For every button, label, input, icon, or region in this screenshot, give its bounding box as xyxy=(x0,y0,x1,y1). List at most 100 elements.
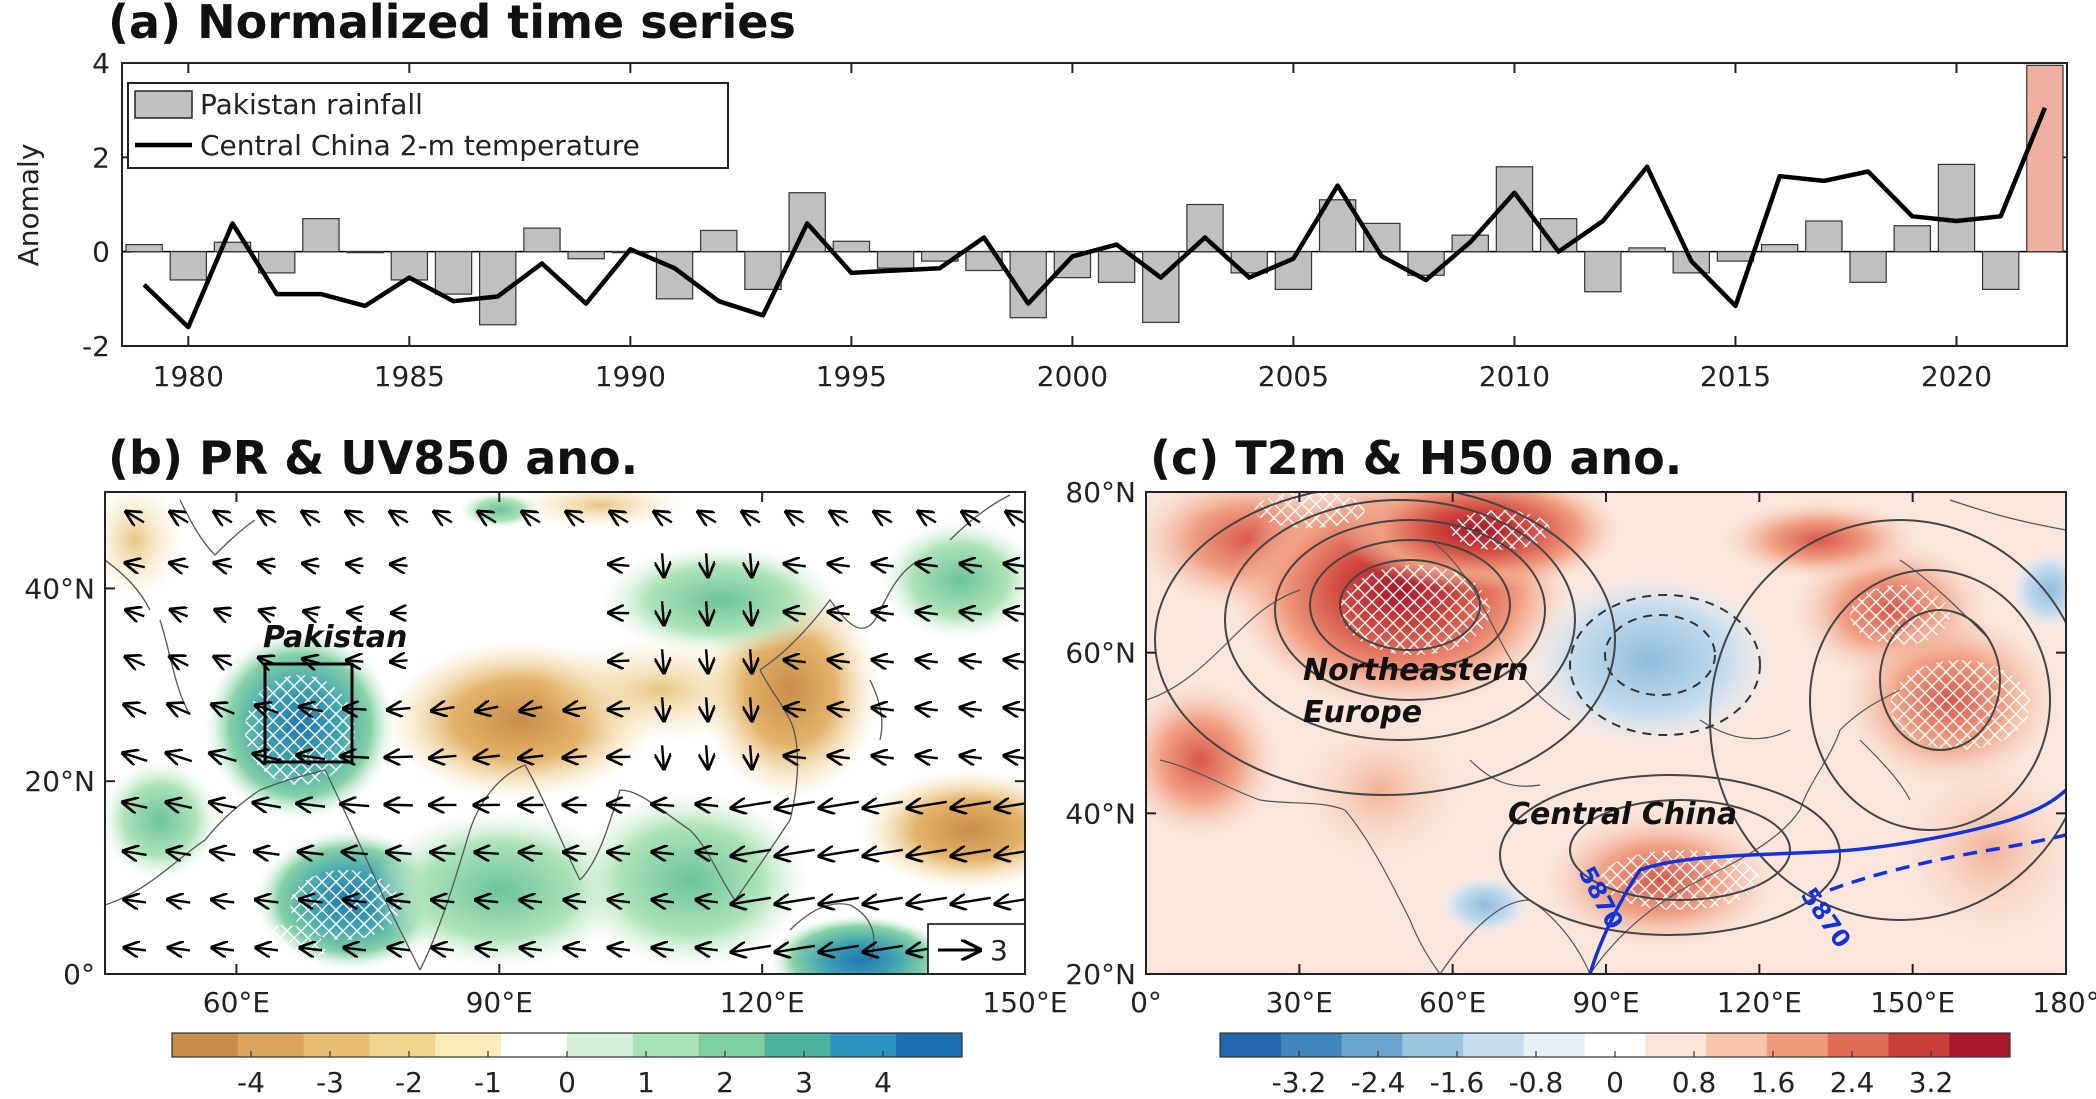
wind-vector xyxy=(960,756,982,759)
significance-hatching xyxy=(1450,510,1550,550)
wind-vector xyxy=(951,802,991,808)
wind-vector xyxy=(609,661,630,662)
wind-vector xyxy=(863,850,903,856)
warm-anomaly-area xyxy=(1890,750,2066,950)
x-tick-label: 1985 xyxy=(374,360,445,393)
wind-vector xyxy=(125,563,146,567)
wind-vector xyxy=(874,512,893,523)
wind-vector xyxy=(784,756,806,758)
wind-vector xyxy=(706,601,708,624)
wind-vector xyxy=(652,852,675,854)
wind-vector xyxy=(960,660,982,663)
wind-vector xyxy=(170,656,189,665)
colorbar-segment xyxy=(632,1033,700,1057)
wind-vector xyxy=(388,900,411,903)
wind-vector xyxy=(784,660,806,662)
wind-vector xyxy=(608,804,631,805)
significance-hatching xyxy=(245,925,325,974)
y-tick-label: 40°N xyxy=(24,572,95,605)
x-tick-label: 2015 xyxy=(1700,360,1771,393)
rainfall-bar xyxy=(523,227,561,253)
wind-vector xyxy=(819,898,859,904)
wind-vector xyxy=(303,563,320,566)
x-tick-label: 120°E xyxy=(1717,986,1802,1019)
panel-a-ylabel: Anomaly xyxy=(12,144,45,267)
dry-anomaly-area xyxy=(860,770,1025,890)
wind-vector xyxy=(962,512,981,523)
wind-vector xyxy=(387,852,412,854)
wind-vector xyxy=(872,612,894,615)
wind-vector xyxy=(259,610,274,615)
rainfall-bar-2022 xyxy=(2026,64,2064,253)
wind-vector xyxy=(662,553,664,576)
x-tick-label: 2005 xyxy=(1258,360,1329,393)
wind-vector xyxy=(995,802,1025,808)
wind-vector xyxy=(432,948,455,951)
wind-vector xyxy=(212,900,235,903)
x-tick-label: 60°E xyxy=(203,986,270,1019)
wind-vector xyxy=(609,564,630,566)
significance-hatching xyxy=(1850,585,1950,645)
wind-vector xyxy=(520,900,543,902)
wind-vector xyxy=(342,852,368,854)
reference-vector: 3 xyxy=(927,923,1026,975)
wind-vector xyxy=(388,708,411,710)
wind-vector xyxy=(750,697,752,720)
reference-vector-label: 3 xyxy=(990,934,1008,967)
wind-vector xyxy=(170,563,189,568)
colorbar-segment xyxy=(303,1033,370,1057)
wind-vector xyxy=(916,612,938,615)
wind-vector xyxy=(662,601,664,624)
y-tick-label: 20°N xyxy=(1065,958,1136,991)
wind-vector xyxy=(214,512,233,523)
wind-vector xyxy=(476,900,499,902)
x-tick-label: 90°E xyxy=(1572,986,1639,1019)
colorbar-segment xyxy=(1280,1033,1343,1057)
wind-vector xyxy=(608,948,630,951)
wind-vector xyxy=(474,756,500,759)
x-tick-label: 2010 xyxy=(1479,360,1550,393)
wind-vector xyxy=(124,948,147,951)
wind-vector xyxy=(951,898,991,904)
colorbar-tick-label: 1.6 xyxy=(1751,1066,1796,1099)
wind-vector xyxy=(863,898,903,904)
wind-vector xyxy=(255,851,280,854)
significance-hatching xyxy=(1600,850,1760,910)
rainfall-bar xyxy=(744,251,782,291)
y-tick-label: 80°N xyxy=(1065,476,1136,509)
wind-vector xyxy=(566,512,585,523)
wind-vector xyxy=(995,850,1025,856)
wind-vector xyxy=(828,564,850,567)
wind-vector xyxy=(385,805,413,806)
panel-a-title: (a) Normalized time series xyxy=(108,0,796,49)
wind-vector xyxy=(170,512,189,523)
wind-vector xyxy=(126,610,145,616)
wind-vector xyxy=(564,708,587,711)
colorbar-segment xyxy=(369,1033,436,1057)
wind-vector xyxy=(564,852,587,854)
wind-vector xyxy=(124,704,147,713)
wind-vector xyxy=(125,657,146,666)
colorbar-segment xyxy=(237,1033,305,1057)
wet-anomaly-area xyxy=(600,545,840,655)
legend-box xyxy=(127,82,729,169)
wind-vector xyxy=(654,512,673,523)
wind-vector xyxy=(385,757,413,758)
rainfall-bar xyxy=(1230,251,1268,274)
wind-vector xyxy=(123,753,148,761)
y-tick-label: 20°N xyxy=(24,765,95,798)
x-tick-label: 1980 xyxy=(153,360,224,393)
colorbar-segment xyxy=(1949,1033,2011,1057)
wind-vector xyxy=(564,900,587,902)
dry-anomaly-area xyxy=(510,492,690,530)
x-tick-label: 150°E xyxy=(982,986,1067,1019)
wind-vector xyxy=(828,660,850,663)
panel-a: (a) Normalized time series Anomaly -2 0 2 4… xyxy=(12,0,2068,393)
wind-vector xyxy=(478,512,497,523)
wind-vector xyxy=(608,852,631,854)
wind-vector xyxy=(256,900,279,903)
wind-vector xyxy=(348,612,362,614)
rainfall-bar xyxy=(876,251,915,269)
colorbar-segment xyxy=(1706,1033,1768,1057)
